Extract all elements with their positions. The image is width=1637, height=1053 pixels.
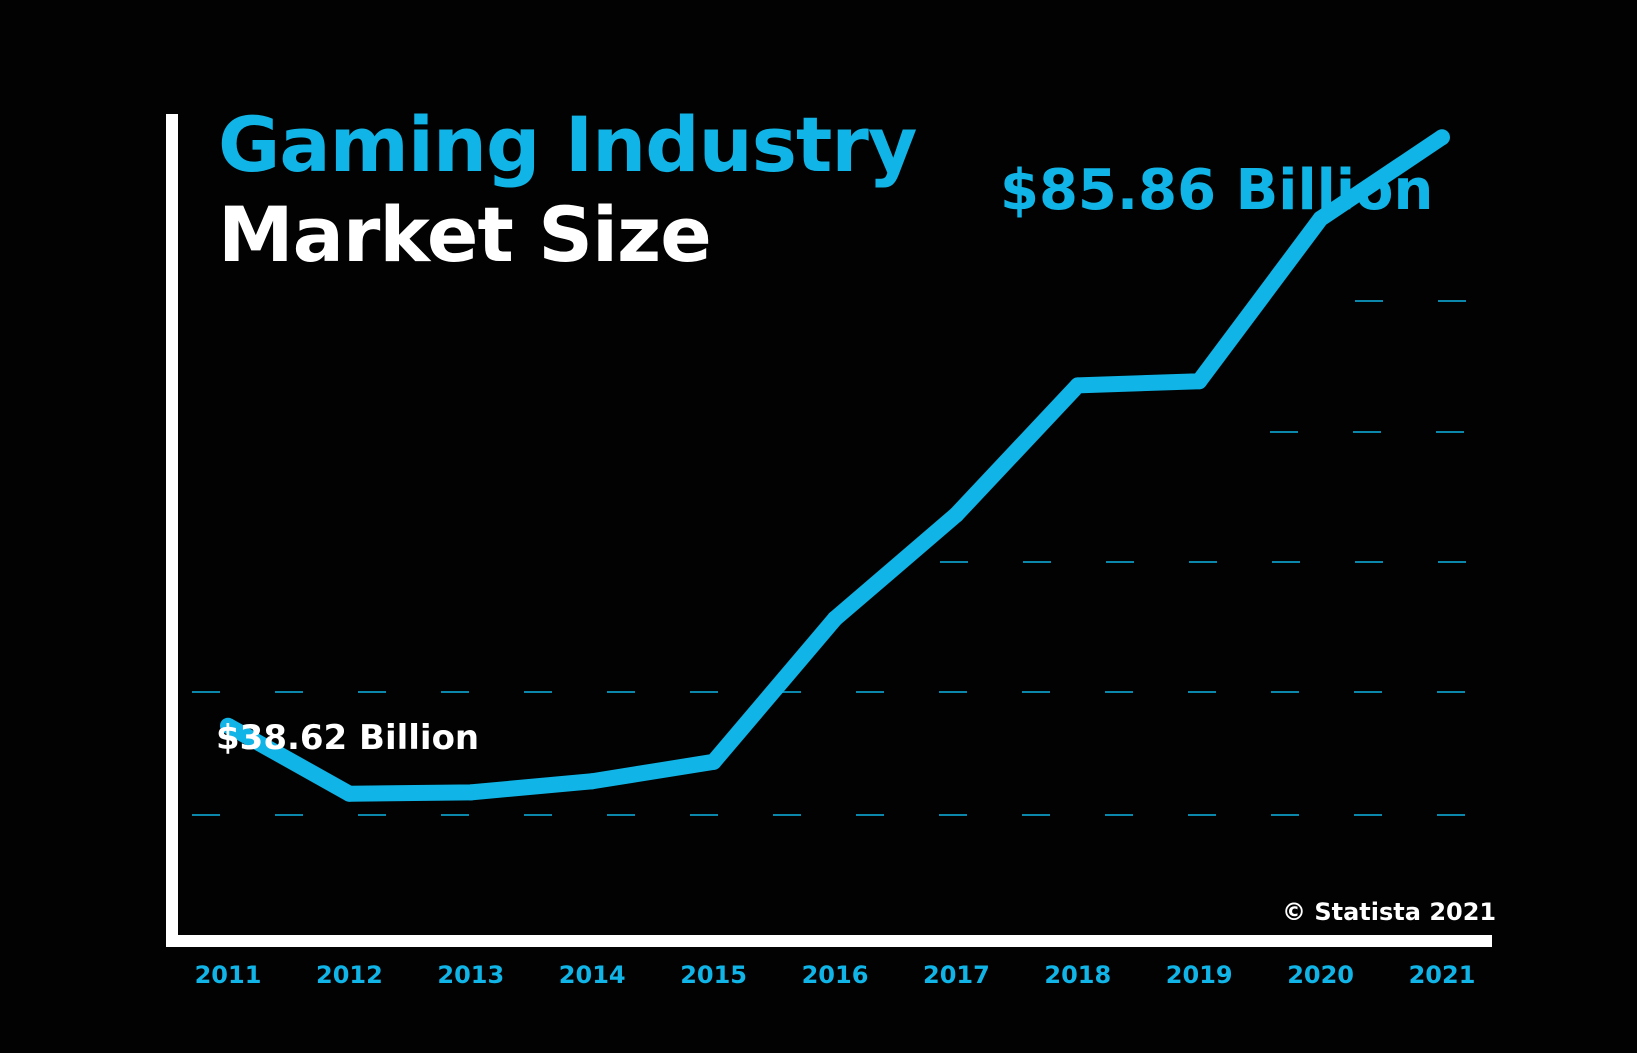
x-tick-label: 2011: [195, 961, 262, 989]
data-point: [462, 784, 479, 801]
x-tick-label: 2019: [1166, 961, 1233, 989]
data-point: [220, 717, 236, 734]
data-point: [705, 753, 722, 770]
chart-title-line-1: Gaming Industry: [218, 100, 917, 189]
chart-axes: [166, 114, 1492, 947]
x-tick-label: 2018: [1044, 961, 1111, 989]
x-tick-label: 2015: [680, 961, 747, 989]
data-point: [1312, 210, 1329, 227]
x-tick-label: 2014: [559, 961, 626, 989]
start-value-annotation: $38.62 Billion: [216, 718, 480, 758]
x-tick-label: 2020: [1287, 961, 1354, 989]
x-tick-label: 2016: [802, 961, 869, 989]
gridlines: [192, 300, 1468, 816]
data-point: [1069, 377, 1086, 394]
source-credit: © Statista 2021: [1282, 898, 1497, 926]
data-point: [827, 610, 843, 627]
series-layer: [220, 129, 1450, 802]
data-point: [948, 506, 965, 523]
data-point: [584, 773, 601, 790]
data-point: [1434, 129, 1450, 146]
end-value-annotation: $85.86 Billion: [1000, 158, 1434, 223]
data-point: [1191, 373, 1208, 390]
x-tick-labels: 2011 2012 2013 2014 2015 2016 2017 2018 2019 2020…: [195, 961, 1476, 989]
chart-title-line-2: Market Size: [218, 190, 712, 279]
x-tick-label: 2017: [923, 961, 990, 989]
x-tick-label: 2012: [316, 961, 383, 989]
x-tick-label: 2013: [437, 961, 504, 989]
x-tick-label: 2021: [1409, 961, 1476, 989]
data-point: [341, 785, 358, 802]
